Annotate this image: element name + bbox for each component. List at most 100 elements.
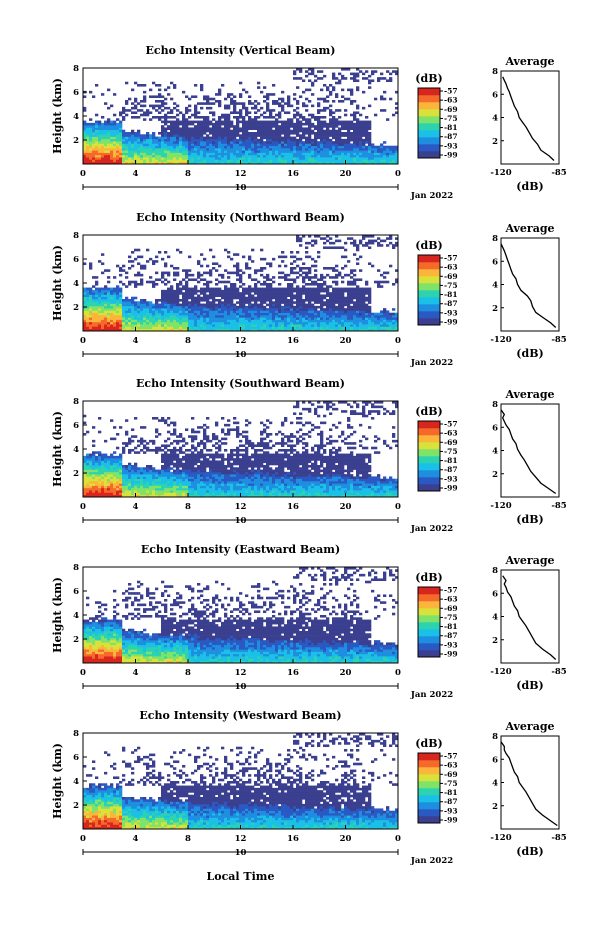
heatmap-cell [209,154,213,158]
heatmap-cell [173,122,177,126]
heatmap-cell [197,273,201,277]
heatmap-cell [161,132,165,135]
heatmap-cell [302,102,306,105]
heatmap-cell [230,299,234,302]
heatmap-cell [155,255,159,259]
heatmap-cell [131,88,135,92]
heatmap-cell [293,278,297,282]
heatmap-cell [302,271,306,275]
heatmap-cell [101,296,105,300]
heatmap-cell [161,136,165,140]
heatmap-cell [218,125,222,128]
heatmap-cell [107,289,111,293]
heatmap-cell [317,116,321,119]
heatmap-cell [203,136,207,140]
heatmap-cell [326,308,330,311]
heatmap-cell [386,161,390,165]
heatmap-cell [320,328,324,332]
heatmap-cell [92,328,96,332]
heatmap-cell [146,161,150,165]
heatmap-cell [98,154,102,158]
heatmap-cell [272,120,276,124]
heatmap-cell [224,296,228,300]
heatmap-cell [374,312,378,316]
heatmap-cell [242,296,246,300]
heatmap-cell [266,262,270,266]
heatmap-cell [248,324,252,327]
heatmap-cell [347,326,351,330]
heatmap-cell [179,303,183,307]
heatmap-cell [107,145,111,149]
heatmap-cell [347,129,351,133]
heatmap-cell [305,138,309,142]
y-axis-label: Height (km) [51,78,64,154]
heatmap-cell [95,138,99,142]
heatmap-cell [233,315,237,318]
heatmap-cell [332,132,336,135]
heatmap-cell [140,301,144,304]
heatmap-cell [314,283,318,286]
heatmap-cell [245,161,249,165]
heatmap-cell [317,97,321,101]
heatmap-cell [353,294,357,298]
heatmap-cell [335,299,339,302]
heatmap-cell [308,328,312,332]
heatmap-cell [122,299,126,302]
heatmap-cell [278,113,282,117]
heatmap-cell [332,310,336,314]
heatmap-cell [209,138,213,142]
heatmap-cell [101,455,105,459]
heatmap-cell [332,305,336,309]
heatmap-cell [98,478,102,482]
heatmap-cell [83,465,87,468]
heatmap-cell [233,317,237,320]
heatmap-cell [98,157,102,160]
heatmap-cell [290,292,294,295]
heatmap-cell [191,159,195,163]
heatmap-cell [332,267,336,270]
heatmap-cell [287,97,291,101]
heatmap-cell [116,324,120,327]
heatmap-cell [260,129,264,133]
heatmap-cell [347,132,351,135]
heatmap-cell [86,458,90,461]
heatmap-cell [212,328,216,332]
heatmap-cell [125,154,129,158]
heatmap-cell [359,241,363,245]
x-tick-label: 0 [395,169,401,179]
heatmap-cell [266,315,270,318]
heatmap-cell [128,303,132,307]
heatmap-cell [227,143,231,147]
heatmap-cell [122,150,126,153]
heatmap-cell [176,148,180,151]
heatmap-cell [143,310,147,314]
heatmap-cell [89,321,93,325]
heatmap-cell [107,462,111,466]
heatmap-cell [236,326,240,330]
heatmap-cell [86,485,90,489]
heatmap-cell [350,296,354,300]
heatmap-cell [119,324,123,327]
heatmap-cell [254,161,258,165]
heatmap-cell [206,120,210,124]
heatmap-cell [344,77,348,80]
heatmap-cell [173,299,177,302]
heatmap-cell [374,326,378,330]
heatmap-cell [119,299,123,302]
heatmap-cell [263,145,267,149]
heatmap-cell [299,150,303,153]
heatmap-cell [137,310,141,314]
heatmap-cell [137,129,141,133]
heatmap-cell [308,159,312,163]
heatmap-cell [110,326,114,330]
heatmap-cell [353,303,357,307]
heatmap-cell [155,326,159,330]
heatmap-cell [365,244,369,247]
heatmap-cell [356,312,360,316]
heatmap-cell [212,111,216,115]
heatmap-cell [113,474,117,477]
heatmap-cell [269,287,273,291]
heatmap-cell [155,138,159,142]
heatmap-cell [320,143,324,147]
heatmap-cell [281,324,285,327]
